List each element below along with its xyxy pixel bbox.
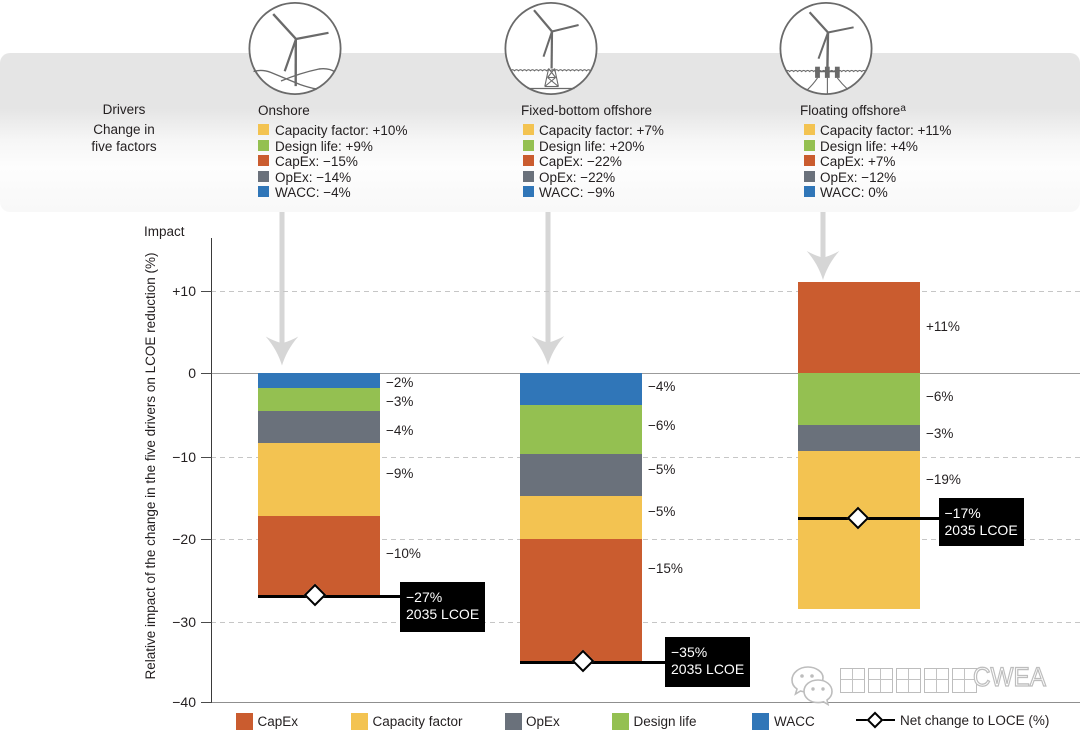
svg-text:Relative impact of the change: Relative impact of the change in the fiv… [143, 253, 158, 680]
